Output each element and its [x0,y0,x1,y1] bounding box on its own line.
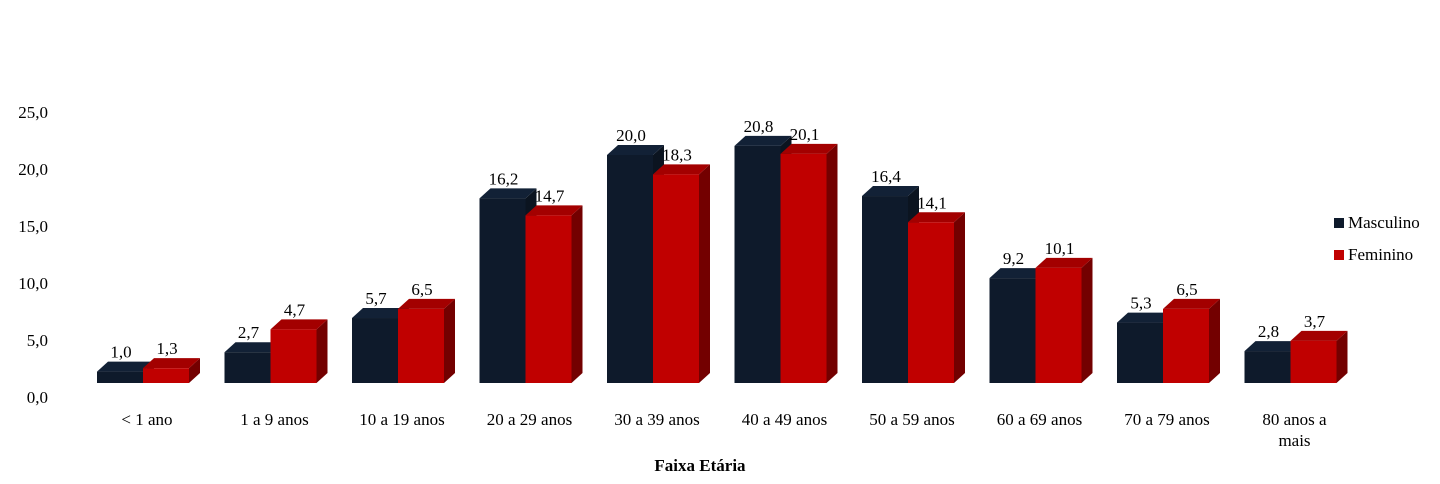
bar-top [1290,330,1348,341]
bar-side [189,358,200,383]
data-label: 20,1 [790,125,820,144]
x-tick-label: 80 anos a [1262,410,1327,429]
x-tick-label: < 1 ano [121,410,172,429]
legend-swatch-masculino [1334,218,1344,228]
bar [1244,351,1291,383]
bar-side [826,143,838,383]
bar-side [1209,298,1220,383]
x-tick-label: mais [1278,431,1310,450]
bar-side [699,164,710,383]
bar-top [143,358,200,369]
y-tick-label: 0,0 [27,388,48,407]
bar-side [1081,257,1093,383]
data-label: 6,5 [411,280,432,299]
data-label: 10,1 [1045,239,1075,258]
data-label: 6,5 [1176,280,1197,299]
bar-side [1336,330,1348,383]
bar-top [1117,312,1174,323]
bar [734,145,781,383]
data-label: 1,3 [156,339,177,358]
legend-label-masculino: Masculino [1348,213,1420,232]
bar [270,329,317,383]
y-tick-label: 25,0 [18,103,48,122]
legend-item-feminino: Feminino [1334,242,1420,268]
y-tick-label: 20,0 [18,160,48,179]
bar [479,198,526,383]
data-label: 5,7 [365,289,387,308]
bar-top [525,205,583,216]
bar-side [954,212,965,383]
bar-top [1163,298,1220,309]
bar-side [316,319,328,383]
data-label: 16,2 [489,169,519,188]
bar [97,371,143,383]
x-tick-label: 50 a 59 anos [869,410,954,429]
x-tick-label: 40 a 49 anos [742,410,827,429]
y-tick-label: 10,0 [18,274,48,293]
bar [862,196,908,383]
bar [398,308,444,383]
bar-top [989,268,1047,279]
bar [653,174,699,383]
bar-top [270,319,328,330]
data-label: 20,0 [616,126,646,145]
bar-top [398,298,455,309]
x-tick-label: 30 a 39 anos [614,410,699,429]
x-tick-label: 20 a 29 anos [487,410,572,429]
legend-item-masculino: Masculino [1334,210,1420,236]
legend-label-feminino: Feminino [1348,245,1414,264]
data-label: 3,7 [1304,312,1326,331]
bar [143,368,189,383]
bar-top [97,361,154,372]
data-label: 14,7 [535,186,565,205]
bar-top [862,186,919,197]
x-tick-label: 1 a 9 anos [240,410,308,429]
bar [908,222,954,383]
bar-top [653,164,710,175]
bar [1290,340,1337,383]
data-label: 9,2 [1003,249,1024,268]
legend-swatch-feminino [1334,250,1344,260]
bar-top [780,143,838,154]
bar-top [1244,341,1302,352]
bar [352,318,398,383]
data-label: 14,1 [917,193,947,212]
bar-top [479,188,537,199]
bar [525,215,572,383]
data-label: 1,0 [110,343,131,362]
bar-top [607,145,664,155]
bar-top [1035,257,1093,268]
x-tick-label: 70 a 79 anos [1124,410,1209,429]
bar-top [352,308,409,319]
bar-top [908,212,965,223]
bar-top [224,342,282,353]
bar [989,278,1036,383]
bar [1163,308,1209,383]
data-label: 20,8 [744,117,774,136]
y-tick-label: 5,0 [27,331,48,350]
data-label: 2,8 [1258,322,1279,341]
bar [1117,322,1163,383]
bar-top [734,135,792,146]
legend: Masculino Feminino [1334,210,1420,274]
bar [607,155,653,383]
bar [224,352,271,383]
x-tick-label: 60 a 69 anos [997,410,1082,429]
bar-side [571,205,583,383]
bar-side [444,298,455,383]
data-label: 16,4 [871,167,901,186]
data-label: 4,7 [284,300,306,319]
data-label: 2,7 [238,323,260,342]
bar [780,153,827,383]
y-tick-label: 15,0 [18,217,48,236]
bar [1035,267,1082,383]
data-label: 5,3 [1130,294,1151,313]
x-tick-label: 10 a 19 anos [359,410,444,429]
x-axis-title: Faixa Etária [654,456,746,475]
data-label: 18,3 [662,145,692,164]
